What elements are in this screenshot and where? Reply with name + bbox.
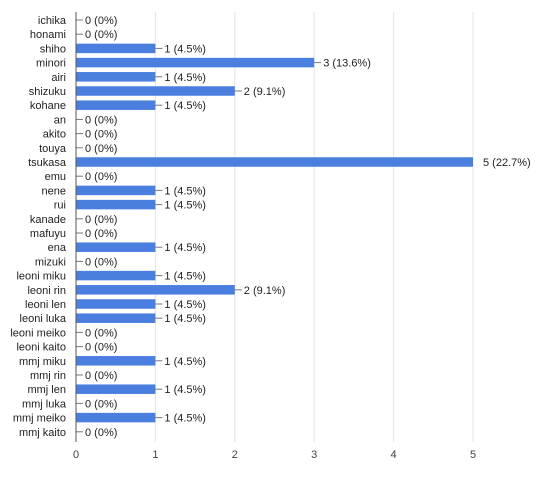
category-label: honami — [30, 29, 66, 41]
value-label: 0 (0%) — [85, 171, 117, 183]
category-label: nene — [42, 185, 66, 197]
value-label: 1 (4.5%) — [164, 242, 206, 254]
value-label: 1 (4.5%) — [164, 313, 206, 325]
value-label: 1 (4.5%) — [164, 356, 206, 368]
value-label: 1 (4.5%) — [164, 200, 206, 212]
category-label: leoni meiko — [10, 327, 66, 339]
bar — [76, 285, 235, 295]
category-label: akito — [43, 129, 66, 141]
value-label: 1 (4.5%) — [164, 43, 206, 55]
value-label: 0 (0%) — [85, 114, 117, 126]
bar — [76, 242, 156, 252]
bar — [76, 43, 156, 54]
bar — [76, 57, 315, 68]
value-label: 1 (4.5%) — [164, 299, 206, 311]
bar — [76, 157, 473, 167]
category-label: leoni rin — [27, 285, 66, 297]
category-label: mmj len — [27, 384, 66, 396]
value-label: 0 (0%) — [85, 427, 117, 439]
bar — [76, 412, 156, 423]
value-label: 0 (0%) — [85, 370, 117, 382]
x-tick-label: 2 — [232, 449, 238, 461]
category-label: airi — [51, 72, 66, 84]
bar — [76, 185, 156, 196]
category-label: mafuyu — [30, 228, 66, 240]
value-label: 0 (0%) — [85, 129, 117, 141]
bar — [76, 356, 156, 366]
value-label: 1 (4.5%) — [164, 72, 206, 84]
category-label: mmj luka — [22, 398, 67, 410]
value-label: 0 (0%) — [85, 15, 117, 27]
category-label: minori — [36, 58, 66, 70]
category-label: rui — [54, 200, 66, 212]
bar — [76, 72, 156, 82]
category-label: emu — [45, 171, 66, 183]
value-label: 5 (22.7%) — [483, 157, 531, 169]
x-tick-label: 1 — [152, 449, 158, 461]
value-label: 3 (13.6%) — [323, 58, 371, 70]
bar — [76, 100, 156, 110]
category-label: shiho — [40, 43, 66, 55]
category-label: leoni miku — [16, 271, 66, 283]
value-label: 0 (0%) — [85, 327, 117, 339]
category-label: leoni len — [25, 299, 66, 311]
x-tick-label: 4 — [391, 449, 397, 461]
category-label: mmj miku — [19, 356, 66, 368]
bar — [76, 299, 156, 309]
category-label: leoni luka — [20, 313, 67, 325]
category-label: mizuki — [35, 256, 66, 268]
value-label: 0 (0%) — [85, 143, 117, 155]
category-label: an — [54, 114, 66, 126]
x-tick-label: 3 — [311, 449, 317, 461]
category-label: mmj kaito — [19, 427, 66, 439]
value-label: 2 (9.1%) — [244, 86, 286, 98]
category-label: tsukasa — [28, 157, 67, 169]
value-label: 1 (4.5%) — [164, 413, 206, 425]
bar — [76, 270, 156, 281]
bar — [76, 86, 235, 96]
value-label: 1 (4.5%) — [164, 384, 206, 396]
bar — [76, 199, 156, 210]
x-tick-label: 0 — [73, 449, 79, 461]
category-label: kanade — [30, 214, 66, 226]
category-label: touya — [39, 143, 67, 155]
category-label: shizuku — [29, 86, 66, 98]
category-label: ena — [48, 242, 67, 254]
value-label: 0 (0%) — [85, 342, 117, 354]
category-label: mmj meiko — [13, 413, 66, 425]
value-label: 0 (0%) — [85, 398, 117, 410]
value-label: 0 (0%) — [85, 29, 117, 41]
value-label: 1 (4.5%) — [164, 185, 206, 197]
value-label: 2 (9.1%) — [244, 285, 286, 297]
value-label: 0 (0%) — [85, 228, 117, 240]
category-label: mmj rin — [30, 370, 66, 382]
value-label: 1 (4.5%) — [164, 271, 206, 283]
bar — [76, 384, 156, 394]
category-label: kohane — [30, 100, 66, 112]
value-label: 0 (0%) — [85, 214, 117, 226]
category-label: leoni kaito — [16, 342, 66, 354]
value-label: 1 (4.5%) — [164, 100, 206, 112]
bar — [76, 313, 156, 323]
category-label: ichika — [38, 15, 67, 27]
value-label: 0 (0%) — [85, 256, 117, 268]
x-tick-label: 5 — [470, 449, 476, 461]
